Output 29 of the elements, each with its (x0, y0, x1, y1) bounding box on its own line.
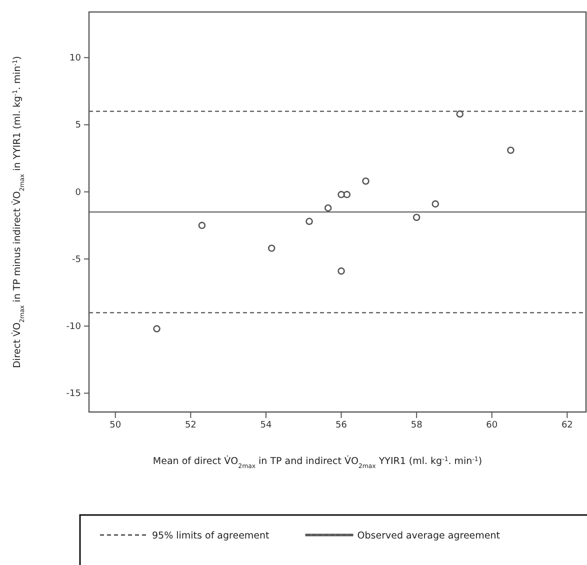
x-tick-label: 58 (410, 420, 423, 430)
y-tick-label: -5 (72, 254, 81, 265)
y-tick-label: 0 (75, 188, 82, 198)
point (198, 222, 206, 230)
y-tick-label: 10 (70, 54, 82, 64)
y-tick-label: 5 (75, 120, 81, 131)
point (343, 190, 351, 198)
point (306, 218, 313, 226)
point (153, 325, 160, 332)
x-tick-label: 60 (486, 420, 498, 430)
x-tick-label: 56 (336, 420, 348, 430)
point (338, 267, 345, 275)
point (432, 200, 440, 208)
x-tick-label: 62 (561, 420, 573, 430)
point (338, 190, 345, 198)
point (507, 146, 514, 154)
x-tick-label: 50 (110, 420, 122, 430)
legend-label: Observed average agreement (357, 530, 500, 542)
legend-label: 95% limits of agreement (152, 530, 270, 542)
point (362, 178, 370, 185)
point (324, 204, 332, 212)
point (412, 214, 420, 221)
text: Mean of direct V̇O$_{2max}$ in TP and indirect V̇O$_{2max}$ YYIR1 (ml. kg$^{-1}$. min$^{-1}$) (152, 456, 482, 470)
y-tick-label: -10 (66, 322, 82, 332)
y-tick-label: -15 (66, 389, 81, 400)
point (268, 244, 276, 252)
x-tick-label: 52 (184, 420, 196, 430)
x-tick-label: 54 (260, 420, 272, 430)
point (456, 110, 464, 118)
